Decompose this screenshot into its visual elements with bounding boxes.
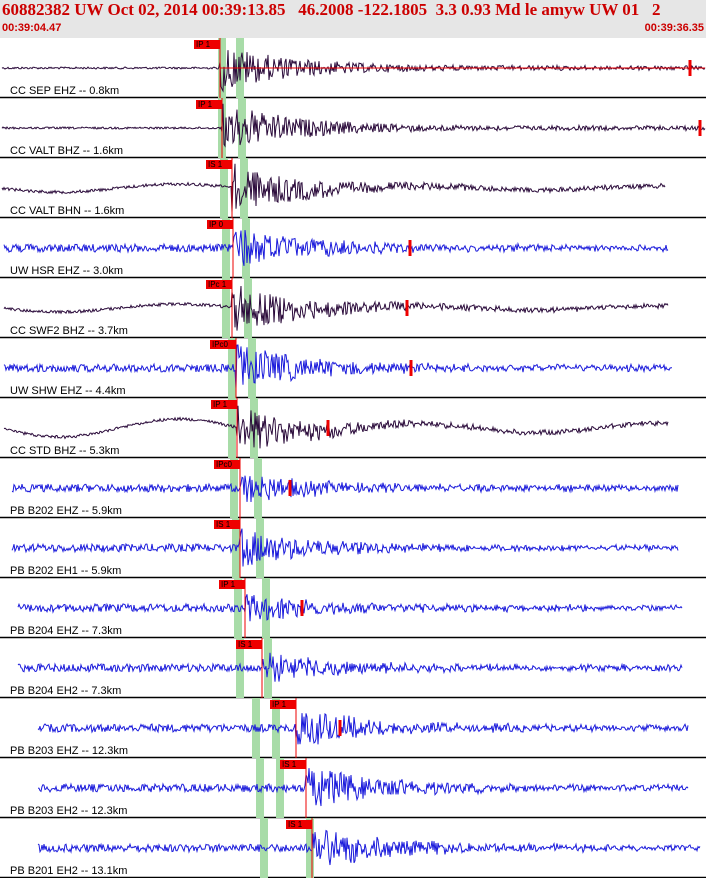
pick-label: IS 1 (238, 640, 253, 649)
pick-label: IS 1 (208, 160, 223, 169)
trace-panel: IS 1 CC VALT BHN -- 1.6km (0, 158, 706, 219)
pick-flag (206, 160, 232, 169)
s-window (250, 398, 258, 458)
pick-flag (210, 340, 236, 349)
end-time: 00:39:36.35 (644, 22, 704, 34)
s-window (264, 638, 272, 698)
station-label: CC STD BHZ -- 5.3km (10, 445, 119, 457)
s-window (238, 98, 246, 158)
station-label: UW SHW EHZ -- 4.4km (10, 385, 126, 397)
trace-panel: IPc0 UW SHW EHZ -- 4.4km (0, 338, 706, 399)
trace-panel: IP 1 PB B204 EHZ -- 7.3km (0, 578, 706, 639)
pick-flag (207, 220, 233, 229)
station-label: CC SWF2 BHZ -- 3.7km (10, 325, 128, 337)
seismogram-plot: IP 1 CC SEP EHZ -- 0.8km IP 1 CC VALT BHZ -… (0, 38, 706, 878)
station-label: UW HSR EHZ -- 3.0km (10, 265, 123, 277)
pick-label: IPc 1 (208, 280, 227, 289)
waveform (3, 344, 672, 389)
s-window (256, 518, 264, 578)
trace-panel: IPc 1 CC SWF2 BHZ -- 3.7km (0, 278, 706, 339)
pick-flag (211, 400, 237, 409)
station-label: CC VALT BHN -- 1.6km (10, 205, 124, 217)
s-window (248, 338, 256, 398)
station-label: PB B202 EHZ -- 5.9km (10, 505, 122, 517)
pick-flag (280, 760, 306, 769)
station-label: CC VALT BHZ -- 1.6km (10, 145, 123, 157)
p-window (222, 218, 230, 278)
pick-label: IP 1 (272, 700, 287, 709)
station-label: PB B201 EH2 -- 13.1km (10, 865, 127, 877)
waveform (1, 50, 706, 93)
waveform (11, 475, 679, 503)
pick-label: IS 1 (282, 760, 297, 769)
waveform (3, 285, 669, 331)
p-window (236, 638, 244, 698)
waveform (3, 230, 669, 266)
pick-label: IS 1 (288, 820, 303, 829)
pick-label: IP 1 (198, 100, 213, 109)
trace-panel: IP 1 CC STD BHZ -- 5.3km (0, 398, 706, 459)
pick-label: IP 1 (213, 400, 228, 409)
p-window (252, 698, 260, 758)
waveform (11, 528, 679, 567)
trace-panel: IP 1 PB B203 EHZ -- 12.3km (0, 698, 706, 759)
pick-flag (214, 460, 240, 469)
pick-flag (219, 580, 245, 589)
pick-flag (286, 820, 312, 829)
waveform (3, 405, 669, 449)
pick-flag (236, 640, 262, 649)
s-window (240, 158, 248, 218)
trace-panel: IS 1 PB B202 EH1 -- 5.9km (0, 518, 706, 579)
pick-flag (194, 40, 220, 49)
header-bar: 60882382 UW Oct 02, 2014 00:39:13.85 46.… (0, 0, 706, 38)
trace-panel: IS 1 PB B204 EH2 -- 7.3km (0, 638, 706, 699)
trace-panel: IS 1 PB B201 EH2 -- 13.1km (0, 818, 706, 878)
station-label: PB B202 EH1 -- 5.9km (10, 565, 121, 577)
trace-panel: IP 1 CC VALT BHZ -- 1.6km (0, 98, 706, 159)
pick-flag (270, 700, 296, 709)
waveform (17, 594, 683, 622)
station-label: PB B203 EHZ -- 12.3km (10, 745, 128, 757)
trace-panel: IP 0 UW HSR EHZ -- 3.0km (0, 218, 706, 279)
pick-label: IP 1 (221, 580, 236, 589)
pick-label: IS 1 (216, 520, 231, 529)
waveform (37, 713, 689, 745)
waveform (17, 652, 683, 682)
trace-panel: IS 1 PB B203 EH2 -- 12.3km (0, 758, 706, 819)
pick-flag (196, 100, 222, 109)
station-label: PB B204 EH2 -- 7.3km (10, 685, 121, 697)
pick-label: IP 1 (196, 40, 211, 49)
s-window (306, 818, 314, 878)
waveform (1, 103, 706, 148)
event-title: 60882382 UW Oct 02, 2014 00:39:13.85 46.… (2, 0, 661, 19)
trace-panel: IPc0 PB B202 EHZ -- 5.9km (0, 458, 706, 519)
p-window (222, 278, 230, 338)
waveform (1, 163, 666, 213)
station-label: PB B203 EH2 -- 12.3km (10, 805, 127, 817)
p-window (220, 158, 228, 218)
pick-label: IPc0 (216, 460, 233, 469)
waveform (37, 829, 701, 866)
station-label: CC SEP EHZ -- 0.8km (10, 85, 119, 97)
pick-flag (206, 280, 232, 289)
station-label: PB B204 EHZ -- 7.3km (10, 625, 122, 637)
p-window (228, 398, 236, 458)
waveform (37, 768, 689, 807)
pick-label: IP 0 (209, 220, 224, 229)
p-window (232, 518, 240, 578)
pick-label: IPc0 (212, 340, 229, 349)
trace-panel: IP 1 CC SEP EHZ -- 0.8km (0, 38, 706, 99)
start-time: 00:39:04.47 (2, 22, 62, 34)
pick-flag (214, 520, 240, 529)
